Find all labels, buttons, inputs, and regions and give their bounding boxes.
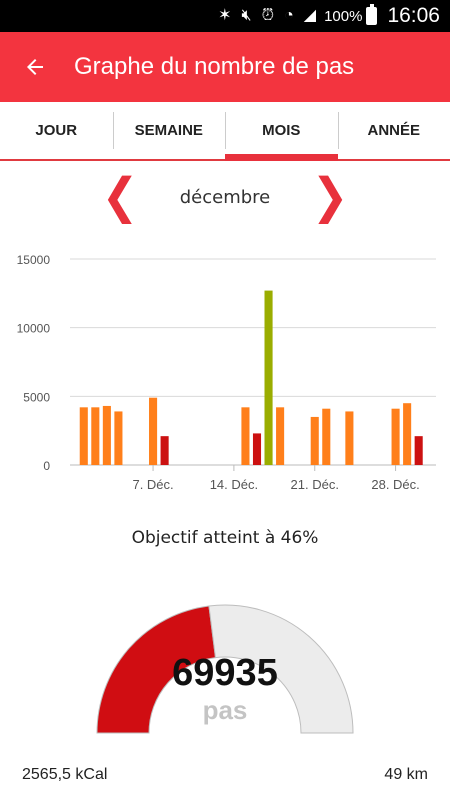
distance-value: 49 km	[384, 766, 428, 783]
goal-text: Objectif atteint à 46%	[131, 528, 319, 548]
bar	[91, 407, 100, 465]
clock: 16:06	[387, 4, 440, 27]
back-arrow-svg	[27, 59, 43, 75]
calories-value: 2565,5 kCal	[22, 766, 108, 783]
bar	[322, 408, 331, 465]
tab-semaine[interactable]: SEMAINE	[112, 102, 226, 159]
bar	[149, 397, 158, 465]
bar	[391, 408, 400, 465]
bar	[403, 403, 412, 465]
status-bar: ✶ 🔇︎ ⏰︎ ◔ ◢ 100% 16:06	[0, 0, 450, 32]
x-tick-label: 21. Déc.	[291, 477, 339, 492]
x-tick-label: 14. Déc.	[210, 477, 258, 492]
bar	[79, 407, 88, 465]
bar	[252, 433, 262, 465]
month-navigator: ❮ décembre ❯	[0, 169, 450, 224]
battery-icon	[366, 4, 378, 25]
month-label: décembre	[179, 186, 271, 208]
chevron-left-icon[interactable]: ❮	[101, 169, 139, 224]
wifi-icon: ◔	[284, 7, 294, 24]
bar	[310, 416, 319, 465]
tab-mois[interactable]: MOIS	[225, 102, 338, 161]
mute-icon: 🔇︎	[241, 7, 252, 24]
bluetooth-icon: ✶	[218, 7, 232, 24]
y-tick-label: 10000	[17, 322, 51, 336]
bar	[345, 411, 354, 465]
bar	[114, 411, 123, 465]
signal-icon: ◢	[303, 7, 317, 24]
period-tabs: JOUR SEMAINE MOIS ANNÉE	[0, 102, 450, 161]
bar	[264, 290, 273, 465]
tab-annee[interactable]: ANNÉE	[337, 102, 450, 159]
chevron-right-icon[interactable]: ❯	[311, 169, 349, 224]
x-tick-label: 7. Déc.	[132, 477, 173, 492]
bar	[276, 407, 285, 465]
y-tick-label: 0	[43, 459, 50, 473]
bar	[241, 407, 250, 465]
bar	[414, 436, 423, 465]
x-tick-label: 28. Déc.	[371, 477, 419, 492]
battery-percentage: 100%	[324, 7, 363, 25]
alarm-icon: ⏰︎	[261, 7, 275, 24]
bar	[160, 436, 169, 465]
y-tick-label: 5000	[23, 390, 50, 404]
steps-bar-chart: 0 5000 10000 15000 7. Déc. 14. Déc. 21. Déc. 28…	[17, 253, 436, 492]
y-tick-label: 15000	[17, 253, 51, 267]
gauge-unit: pas	[203, 695, 248, 725]
gauge-value: 69935	[172, 652, 278, 694]
back-arrow-icon[interactable]	[0, 32, 70, 102]
page-title: Graphe du nombre de pas	[74, 53, 355, 80]
bar	[102, 405, 111, 465]
tab-jour[interactable]: JOUR	[35, 122, 78, 139]
gauge-track	[208, 604, 354, 734]
app-bar: Graphe du nombre de pas	[0, 32, 450, 102]
